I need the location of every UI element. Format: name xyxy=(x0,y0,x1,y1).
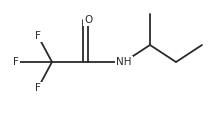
Text: F: F xyxy=(35,83,41,93)
Text: NH: NH xyxy=(116,57,132,67)
Text: O: O xyxy=(84,15,92,25)
Text: F: F xyxy=(13,57,19,67)
Text: F: F xyxy=(35,31,41,41)
